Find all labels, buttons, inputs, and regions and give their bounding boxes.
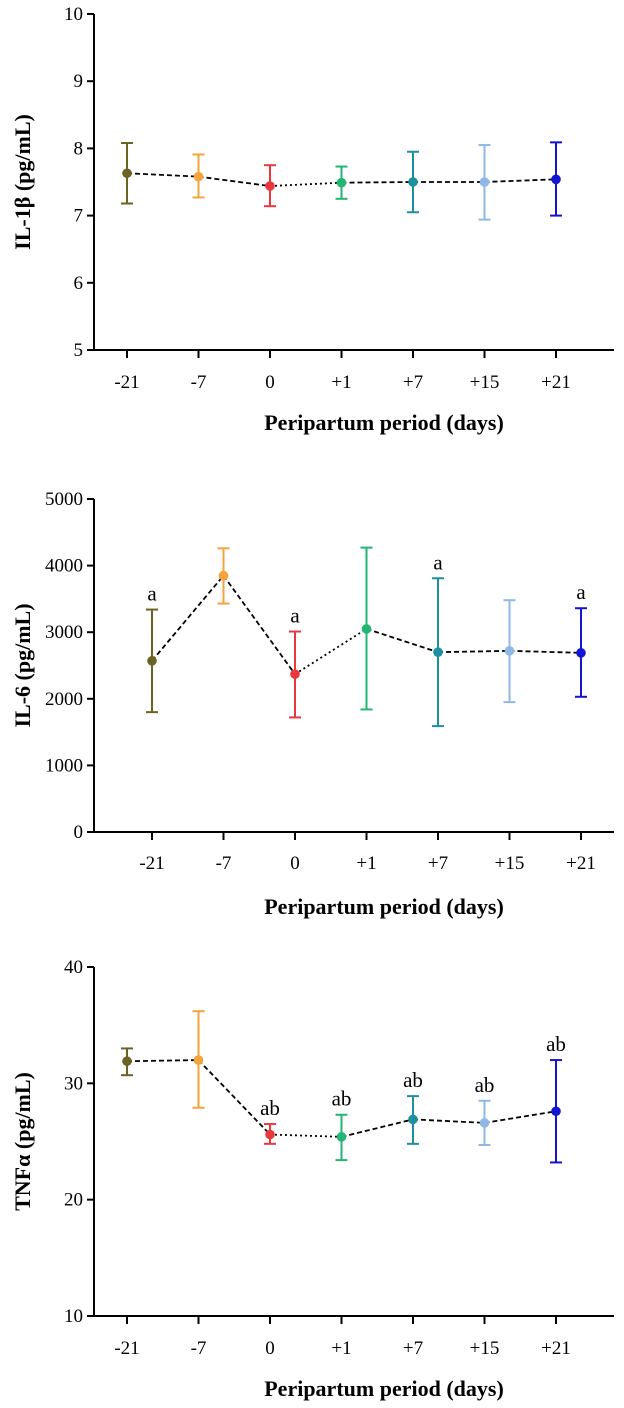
- tnfa-chart: 10 20 30 40 -21 -7 0 +1 +7 +15 +21 TNFα (pg/mL) Peri…: [10, 957, 614, 1401]
- series-line-segment: [341, 1118, 414, 1138]
- data-point: [122, 1056, 132, 1067]
- data-point: [551, 174, 561, 185]
- x-tick-label: +15: [495, 853, 525, 874]
- series-line-segment: [198, 175, 271, 187]
- x-tick-label: +7: [403, 372, 423, 393]
- y-tick-label: 2000: [45, 689, 83, 710]
- series-line-segment: [412, 1118, 485, 1124]
- significance-label: ab: [546, 1032, 566, 1056]
- y-tick-label: 30: [64, 1073, 83, 1094]
- data-point: [576, 648, 586, 658]
- y-tick-label: 7: [74, 206, 84, 227]
- x-tick-label: 0: [265, 372, 275, 393]
- significance-label: ab: [403, 1068, 423, 1092]
- significance-label: ab: [260, 1096, 280, 1120]
- y-tick-label: 0: [74, 822, 84, 843]
- x-tick-label: -7: [191, 1338, 207, 1359]
- y-tick-label: 20: [64, 1190, 83, 1211]
- x-tick-label: -21: [114, 372, 139, 393]
- significance-label: a: [576, 580, 586, 604]
- series-line-segment: [151, 575, 225, 662]
- series-line-segment: [484, 1110, 557, 1124]
- x-tick-label: +1: [331, 372, 351, 393]
- x-tick-label: +7: [403, 1338, 423, 1359]
- x-tick-label: +7: [428, 853, 448, 874]
- series-line-segment: [222, 575, 296, 675]
- data-point: [433, 647, 443, 657]
- x-tick-label: 0: [290, 853, 300, 874]
- data-point: [336, 1132, 347, 1142]
- data-point: [147, 656, 157, 666]
- series-line-segment: [437, 649, 510, 654]
- y-tick-label: 10: [64, 4, 83, 25]
- y-axis-title: TNFα (pg/mL): [10, 1072, 35, 1211]
- series-line-segment: [341, 181, 414, 184]
- y-tick-label: 8: [74, 138, 84, 159]
- y-tick-label: 4000: [45, 556, 83, 577]
- significance-label: ab: [475, 1073, 495, 1097]
- series-line-segment: [126, 1059, 199, 1063]
- y-tick-label: 5000: [45, 489, 83, 510]
- y-tick-label: 9: [74, 71, 84, 92]
- x-tick-label: +21: [566, 853, 596, 874]
- series-line-segment: [366, 628, 439, 654]
- series-line-segment: [484, 178, 557, 183]
- y-tick-label: 3000: [45, 622, 83, 643]
- x-tick-label: -21: [114, 1338, 139, 1359]
- series-line-segment: [509, 649, 582, 654]
- x-tick-label: -7: [216, 853, 232, 874]
- y-axis-title: IL-6 (pg/mL): [10, 603, 35, 727]
- data-point: [290, 669, 300, 679]
- series-line-segment: [269, 181, 342, 187]
- data-point: [361, 624, 372, 634]
- data-point: [336, 177, 347, 188]
- y-tick-label: 40: [64, 957, 83, 978]
- data-point: [408, 1114, 418, 1125]
- data-point: [408, 177, 418, 187]
- x-tick-label: 0: [265, 1338, 275, 1359]
- data-point: [218, 570, 229, 581]
- x-tick-label: +1: [331, 1338, 351, 1359]
- x-axis-title: Peripartum period (days): [264, 1376, 504, 1401]
- x-tick-label: -7: [191, 372, 207, 393]
- il6-chart: 0 1000 2000 3000 4000 5000 -21 -7 0 +1 +7 +15 +21 IL-…: [10, 489, 614, 919]
- x-tick-label: +21: [541, 372, 571, 393]
- series-line-segment: [294, 628, 367, 675]
- data-point: [265, 181, 275, 191]
- series-line-segment: [269, 1133, 342, 1138]
- significance-label: a: [290, 604, 300, 628]
- significance-label: a: [147, 582, 157, 606]
- data-point: [479, 177, 490, 187]
- x-tick-label: +1: [356, 853, 376, 874]
- data-point: [551, 1106, 561, 1117]
- significance-label: ab: [332, 1087, 352, 1111]
- data-point: [193, 1055, 204, 1065]
- data-point: [122, 168, 132, 179]
- il1b-chart: 5 6 7 8 9 10 -21 -7 0 +1 +7 +15 +21 IL-1β (pg/mL) Peri…: [10, 4, 614, 435]
- x-tick-label: +15: [470, 1338, 500, 1359]
- y-axis-title: IL-1β (pg/mL): [10, 114, 35, 250]
- data-point: [504, 646, 515, 656]
- data-point: [479, 1118, 490, 1128]
- x-axis-title: Peripartum period (days): [264, 894, 504, 919]
- x-tick-label: +15: [470, 372, 500, 393]
- series-line-segment: [197, 1059, 271, 1136]
- data-point: [193, 171, 204, 182]
- y-tick-label: 6: [74, 273, 84, 294]
- y-tick-label: 1000: [45, 755, 83, 776]
- significance-label: a: [433, 550, 443, 574]
- y-tick-label: 10: [64, 1306, 83, 1327]
- y-tick-label: 5: [74, 340, 84, 361]
- x-tick-label: +21: [541, 1338, 571, 1359]
- data-point: [265, 1129, 275, 1140]
- x-axis-title: Peripartum period (days): [264, 410, 504, 435]
- x-tick-label: -21: [139, 853, 164, 874]
- series-line-segment: [126, 172, 199, 178]
